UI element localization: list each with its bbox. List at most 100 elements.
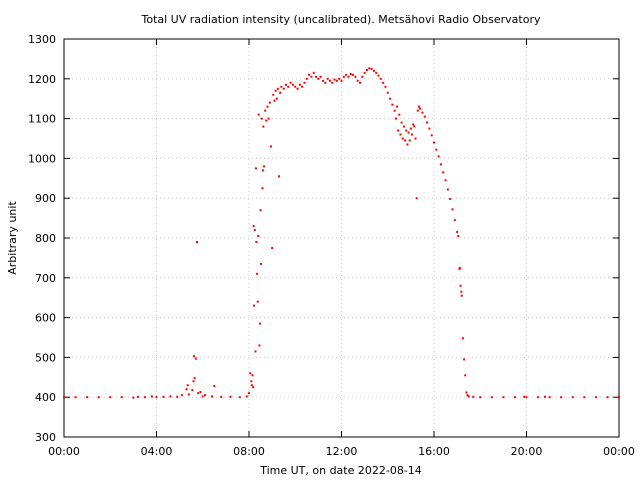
data-point	[394, 117, 397, 120]
data-point	[162, 395, 165, 398]
data-point	[248, 392, 250, 395]
data-point	[287, 85, 290, 88]
data-point	[193, 377, 196, 380]
data-point	[272, 93, 275, 96]
axis-ticks: 300 400 500 600 700 800 900 1000 1100 1200 1300 00:…	[28, 33, 635, 458]
data-point	[303, 81, 306, 84]
data-point	[310, 75, 313, 78]
data-point	[220, 395, 223, 398]
data-point	[397, 129, 400, 132]
data-point	[464, 374, 467, 377]
data-point	[349, 73, 352, 76]
data-point	[204, 394, 207, 397]
data-point	[402, 125, 405, 128]
data-point	[258, 344, 261, 347]
data-point	[262, 125, 265, 128]
data-point	[433, 141, 435, 144]
data-point	[412, 123, 415, 126]
data-point	[356, 79, 359, 82]
data-point	[245, 395, 248, 398]
data-point	[379, 77, 382, 80]
data-point	[406, 143, 409, 146]
data-point	[458, 266, 461, 269]
data-point	[460, 290, 463, 293]
data-point	[513, 396, 516, 399]
data-point	[368, 67, 371, 70]
data-point	[413, 125, 416, 128]
x-tick-label: 00:00	[603, 445, 635, 458]
data-point	[594, 396, 597, 399]
data-point	[401, 137, 404, 140]
data-point	[428, 127, 431, 130]
data-point	[398, 113, 401, 116]
data-point	[192, 380, 195, 383]
data-point	[257, 113, 260, 116]
data-point	[423, 115, 426, 118]
data-point	[416, 109, 419, 112]
data-point	[453, 219, 456, 222]
data-point	[268, 101, 271, 104]
data-point	[255, 240, 258, 243]
y-tick-label: 900	[35, 192, 56, 205]
data-point	[275, 97, 278, 100]
data-point	[263, 165, 266, 168]
data-point	[291, 83, 294, 86]
data-point	[137, 395, 139, 398]
data-point	[132, 396, 135, 399]
data-point	[347, 75, 350, 78]
data-point	[560, 396, 563, 399]
y-tick-label: 1100	[28, 113, 56, 126]
data-point	[253, 229, 256, 232]
data-points	[63, 67, 620, 399]
data-point	[442, 171, 445, 174]
data-point	[523, 395, 526, 398]
data-point	[361, 75, 364, 78]
data-point	[333, 78, 336, 81]
data-point	[192, 355, 195, 358]
data-point	[324, 81, 327, 84]
data-point	[382, 81, 385, 84]
data-point	[439, 163, 442, 166]
x-tick-label: 00:00	[48, 445, 80, 458]
data-point	[375, 71, 378, 74]
y-tick-label: 1000	[28, 152, 56, 165]
data-point	[430, 134, 433, 137]
data-point	[463, 358, 466, 361]
data-point	[359, 81, 361, 84]
data-point	[266, 105, 269, 108]
data-point	[338, 77, 341, 80]
data-point	[249, 372, 252, 375]
data-point	[457, 235, 460, 238]
data-point	[187, 393, 190, 396]
data-point	[143, 396, 146, 399]
data-point	[254, 350, 257, 353]
data-point	[435, 148, 438, 151]
data-point	[345, 73, 348, 76]
data-point	[618, 396, 620, 399]
data-point	[479, 396, 482, 399]
data-point	[180, 394, 183, 397]
data-point	[409, 127, 412, 130]
data-point	[354, 75, 357, 78]
data-point	[150, 395, 153, 398]
x-tick-label: 04:00	[141, 445, 173, 458]
data-point	[285, 83, 287, 86]
data-point	[120, 396, 123, 399]
data-point	[257, 235, 260, 238]
data-point	[389, 97, 392, 100]
data-point	[377, 74, 380, 77]
data-point	[271, 246, 274, 249]
data-point	[289, 81, 292, 84]
data-point	[400, 121, 403, 124]
data-point	[256, 300, 259, 303]
data-point	[229, 395, 232, 398]
data-point	[213, 385, 216, 388]
data-point	[256, 272, 259, 275]
data-point	[199, 391, 202, 394]
data-point	[252, 386, 255, 389]
data-point	[399, 133, 402, 136]
data-point	[331, 81, 334, 84]
data-point	[396, 105, 398, 108]
data-point	[461, 337, 464, 340]
